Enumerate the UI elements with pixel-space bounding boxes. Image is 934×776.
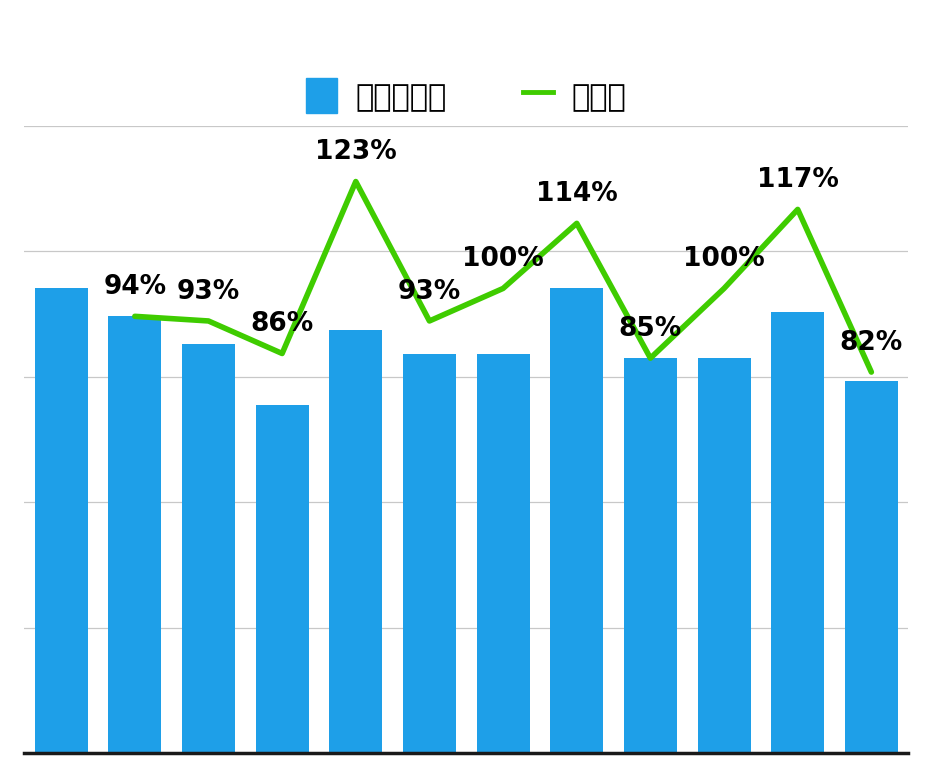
Bar — [698, 359, 751, 753]
Bar — [108, 317, 162, 753]
Bar — [550, 289, 603, 753]
Bar — [35, 289, 88, 753]
Text: 123%: 123% — [315, 139, 397, 165]
Text: 85%: 85% — [619, 316, 682, 342]
Text: 114%: 114% — [536, 181, 617, 207]
Text: 100%: 100% — [462, 246, 544, 272]
Bar — [476, 354, 530, 753]
Text: 86%: 86% — [250, 311, 314, 338]
Text: 93%: 93% — [177, 279, 240, 305]
Bar — [624, 359, 677, 753]
Bar — [256, 404, 308, 753]
Bar — [771, 312, 824, 753]
Bar — [845, 381, 898, 753]
Text: 117%: 117% — [757, 167, 839, 193]
Text: 82%: 82% — [840, 330, 903, 356]
Bar — [330, 331, 382, 753]
Bar — [182, 345, 235, 753]
Text: 94%: 94% — [104, 274, 166, 300]
Text: 93%: 93% — [398, 279, 461, 305]
Legend: アクセス数, 前月比: アクセス数, 前月比 — [294, 66, 639, 126]
Text: 100%: 100% — [683, 246, 765, 272]
Bar — [403, 354, 456, 753]
